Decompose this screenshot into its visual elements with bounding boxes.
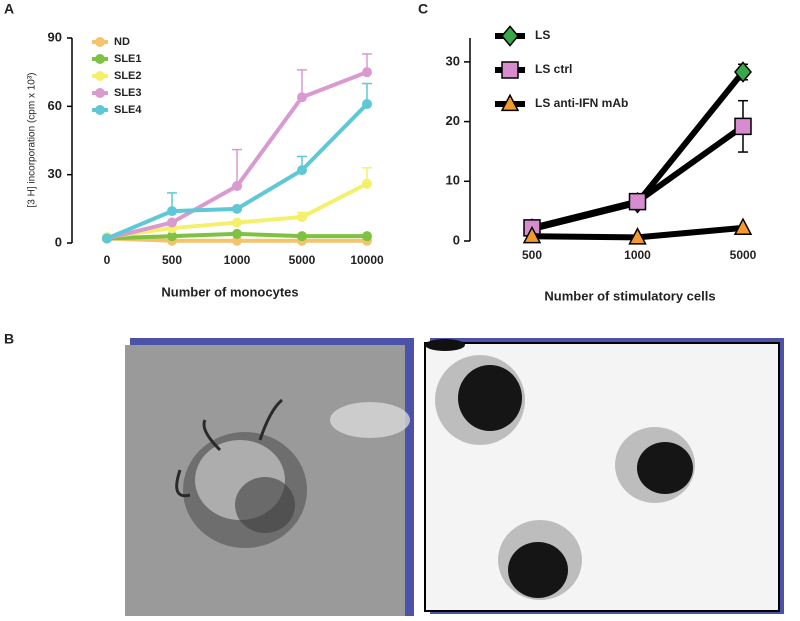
legend-marker: [95, 105, 105, 115]
x-tick-label: 500: [162, 253, 182, 267]
legend-label: SLE2: [114, 70, 142, 82]
legend-marker: [95, 71, 105, 81]
x-tick-label: 0: [104, 253, 111, 267]
x-axis-title: Number of monocytes: [161, 284, 298, 299]
marker: [232, 228, 242, 239]
marker: [232, 181, 242, 192]
panel-label: C: [418, 1, 428, 17]
marker: [232, 203, 242, 214]
series: [102, 53, 372, 244]
series: [102, 167, 372, 243]
y-tick-label: 90: [48, 29, 62, 44]
marker: [167, 217, 177, 228]
series: [102, 82, 372, 244]
y-tick-label: 60: [48, 98, 62, 113]
legend-label: SLE4: [114, 104, 142, 116]
legend-marker: [95, 54, 105, 64]
series: [522, 217, 753, 245]
marker: [362, 99, 372, 110]
marker: [167, 231, 177, 242]
y-tick-label: 10: [446, 173, 460, 188]
x-tick-label: 1000: [224, 253, 251, 267]
x-axis-title: Number of stimulatory cells: [544, 288, 715, 303]
panel-label: B: [4, 331, 14, 347]
marker: [102, 233, 112, 244]
marker: [232, 235, 242, 246]
marker: [362, 67, 372, 78]
legend-label: SLE3: [114, 87, 142, 99]
panel-label: A: [4, 1, 14, 17]
x-tick-label: 10000: [350, 253, 384, 267]
marker: [297, 231, 307, 242]
legend-label: LS ctrl: [535, 62, 572, 76]
legend-marker: [501, 61, 519, 79]
y-tick-label: 30: [446, 53, 460, 68]
y-tick-label: 0: [55, 234, 62, 249]
marker: [297, 212, 307, 223]
legend-marker: [95, 88, 105, 98]
legend-label: ND: [114, 36, 130, 48]
marker: [734, 61, 752, 83]
y-tick-label: 30: [48, 166, 62, 181]
marker: [362, 178, 372, 189]
y-axis-title: [3 H] incorporation (cpm x 10³): [27, 72, 38, 207]
marker: [522, 225, 542, 244]
series: [523, 99, 752, 237]
micrograph-right: [424, 338, 784, 614]
marker: [297, 92, 307, 103]
x-tick-label: 5000: [289, 253, 316, 267]
marker: [628, 192, 647, 211]
legend-marker: [95, 37, 105, 47]
marker: [733, 217, 753, 236]
legend-label: SLE1: [114, 53, 142, 65]
series: [523, 61, 752, 240]
legend-label: LS: [535, 28, 550, 42]
legend-marker: [500, 93, 520, 112]
marker: [734, 117, 752, 136]
y-tick-label: 20: [446, 113, 460, 128]
marker: [167, 206, 177, 217]
legend-marker: [501, 25, 519, 47]
y-tick-label: 0: [453, 232, 460, 247]
marker: [362, 231, 372, 242]
micrograph-left: [125, 338, 414, 616]
marker: [232, 217, 242, 228]
legend-label: LS anti-IFN mAb: [535, 96, 628, 110]
x-tick-label: 1000: [624, 248, 651, 262]
marker: [628, 227, 647, 245]
x-tick-label: 500: [522, 248, 542, 262]
marker: [297, 165, 307, 176]
x-tick-label: 5000: [730, 248, 757, 262]
